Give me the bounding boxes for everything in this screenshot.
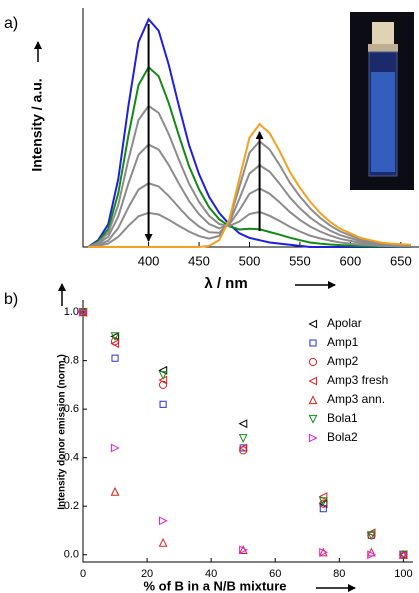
x-tick-label: 550	[289, 253, 311, 268]
data-point	[367, 550, 377, 560]
y-tick-label: 1.0	[64, 306, 79, 318]
legend-label: Amp3 ann.	[327, 392, 385, 406]
data-point	[158, 516, 168, 526]
data-point	[78, 308, 88, 317]
legend-marker	[308, 319, 318, 329]
y-tick-label: 0.8	[64, 355, 79, 367]
data-point	[318, 492, 328, 501]
data-point	[111, 354, 119, 362]
legend-label: Amp1	[327, 335, 359, 349]
x-tick-label: 100	[394, 568, 412, 580]
legend-label: Amp2	[327, 354, 359, 368]
data-point	[398, 550, 408, 560]
x-tick-label: 0	[80, 568, 86, 580]
axis-frame	[82, 300, 413, 563]
data-point	[318, 497, 328, 507]
legend-marker	[308, 357, 318, 367]
x-tick-label: 40	[205, 568, 217, 580]
x-axis-title: % of B in a N/B mixture	[143, 578, 286, 593]
data-point	[159, 400, 167, 408]
data-point	[158, 537, 168, 547]
x-tick-label: 450	[188, 253, 210, 268]
y-tick-label: 0.0	[64, 549, 79, 561]
x-tick-label: 650	[390, 253, 412, 268]
x-axis-title: λ / nm	[204, 275, 247, 292]
data-point	[78, 307, 88, 317]
legend-label: Bola1	[327, 411, 358, 425]
x-tick-label: 80	[333, 568, 345, 580]
x-tick-label: 600	[340, 253, 362, 268]
legend-marker	[308, 376, 318, 386]
x-tick-label: 20	[141, 568, 153, 580]
legend-marker	[308, 433, 318, 443]
legend-label: Apolar	[327, 316, 362, 330]
data-point	[319, 505, 327, 513]
data-point	[158, 371, 168, 380]
data-point	[238, 419, 248, 429]
x-tick-label: 60	[269, 568, 281, 580]
data-point	[158, 380, 168, 389]
data-point	[238, 545, 248, 554]
data-point	[366, 531, 376, 541]
legend-label: Amp3 fresh	[327, 373, 388, 387]
legend-label: Bola2	[327, 430, 358, 444]
data-point	[366, 528, 376, 538]
legend-marker	[309, 339, 317, 347]
data-point	[318, 547, 328, 557]
legend-marker	[308, 414, 318, 424]
x-tick-label: 400	[138, 253, 160, 268]
panel-label: b)	[4, 291, 18, 308]
y-tick-label: 0.2	[64, 500, 79, 512]
data-point	[238, 434, 248, 443]
y-tick-label: 0.4	[64, 452, 79, 464]
data-point	[319, 547, 329, 557]
spectrum-line	[87, 17, 411, 248]
spectrum-line	[87, 143, 411, 248]
data-point	[158, 365, 168, 375]
data-point	[110, 332, 120, 342]
y-tick-label: 0.6	[64, 403, 79, 415]
legend-marker	[308, 395, 318, 405]
data-point	[110, 486, 120, 496]
data-point	[399, 550, 409, 560]
spectrum-line	[87, 164, 411, 248]
spectrum-line	[87, 104, 411, 248]
y-axis-title: Intensity / a.u.	[29, 78, 45, 171]
panel-label: a)	[4, 15, 18, 32]
spectrum-line	[87, 139, 411, 248]
x-tick-label: 500	[239, 253, 261, 268]
spectrum-line	[87, 65, 411, 248]
inset-photo	[350, 12, 414, 190]
data-point	[238, 443, 248, 453]
data-point	[110, 331, 120, 341]
y-axis-title: Intensity donor emission (norm.)	[57, 354, 68, 510]
data-point	[239, 545, 248, 555]
data-point	[110, 339, 120, 349]
spectrum-line	[88, 122, 411, 248]
data-point	[110, 443, 120, 453]
